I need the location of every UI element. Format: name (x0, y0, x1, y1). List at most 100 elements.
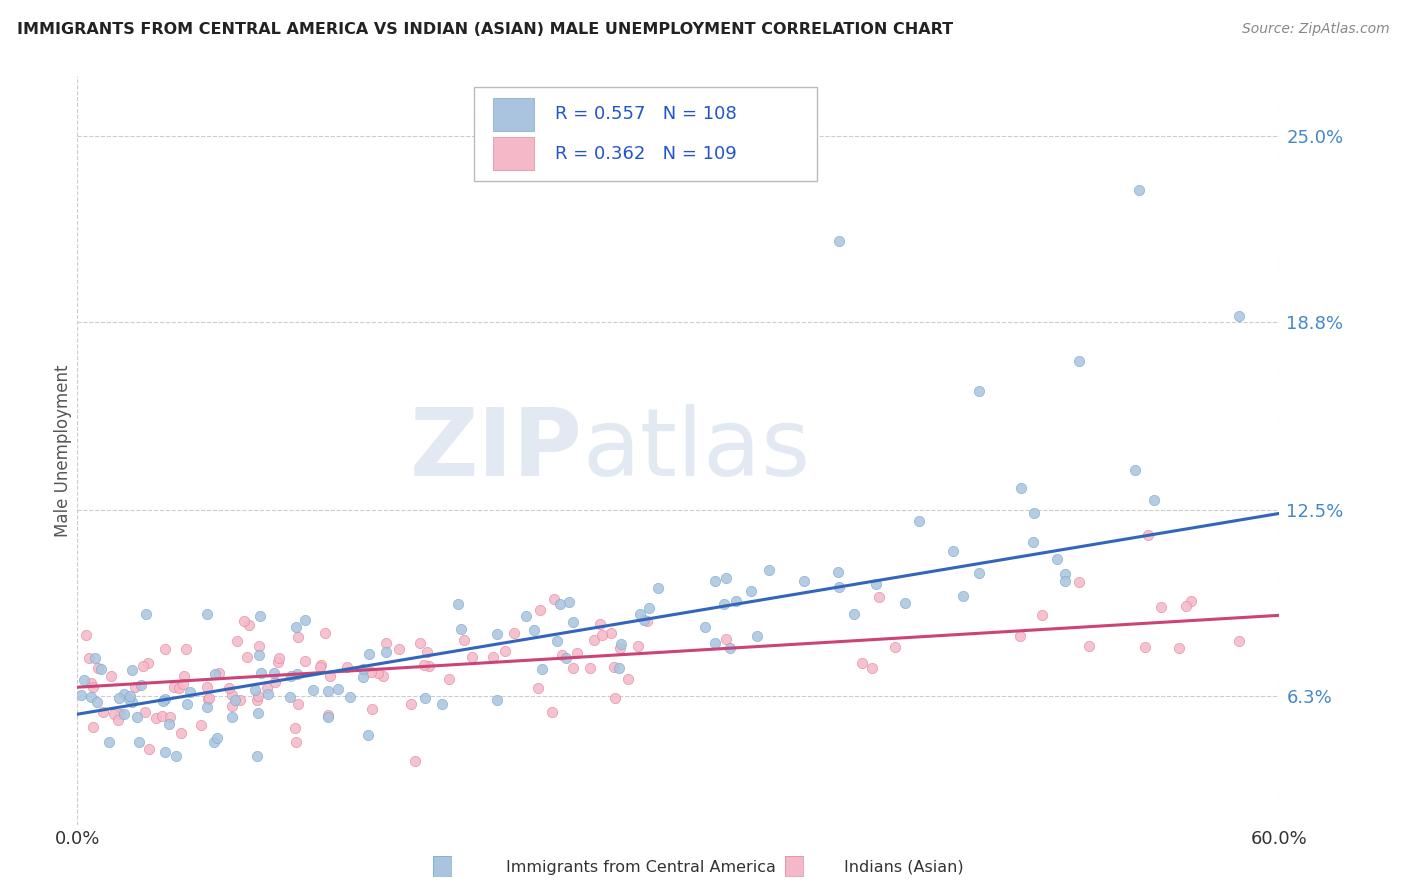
Point (1008, 630, 1031, 644)
Point (287, 631, 309, 645)
Point (485, 693, 508, 707)
Point (599, 625, 621, 640)
Point (205, 731, 228, 746)
Point (627, 639, 650, 653)
Point (412, 657, 434, 672)
Point (195, 699, 218, 714)
Point (316, 684, 339, 698)
Point (167, 681, 190, 695)
Point (249, 608, 271, 623)
Point (172, 677, 194, 691)
Point (1123, 463, 1146, 477)
Point (1180, 594, 1202, 608)
Point (233, 614, 256, 628)
Point (90, 662, 112, 676)
Point (263, 666, 285, 681)
Point (202, 735, 225, 749)
Point (107, 714, 129, 728)
Point (952, 589, 974, 603)
Point (75, 628, 97, 642)
Point (714, 571, 737, 585)
Point (548, 597, 571, 611)
Point (326, 682, 349, 697)
Point (170, 725, 193, 739)
Point (135, 607, 157, 622)
Point (352, 662, 374, 676)
Point (314, 626, 336, 640)
Point (409, 636, 432, 650)
Point (311, 657, 333, 672)
Point (603, 691, 626, 706)
Point (352, 670, 374, 684)
Point (589, 617, 612, 632)
Point (704, 574, 727, 588)
Point (371, 669, 394, 683)
Point (437, 673, 460, 687)
Point (447, 597, 470, 611)
Point (693, 620, 716, 634)
Point (481, 649, 503, 664)
Point (134, 705, 156, 719)
Point (747, 629, 769, 643)
Point (591, 628, 613, 642)
Point (610, 637, 633, 651)
Point (356, 728, 378, 742)
Point (309, 660, 332, 674)
Point (1128, 183, 1150, 197)
FancyBboxPatch shape (474, 87, 817, 181)
Point (250, 665, 273, 680)
Point (221, 710, 243, 724)
Point (285, 734, 308, 748)
Point (121, 695, 143, 709)
Point (416, 645, 439, 659)
Point (486, 627, 509, 641)
Point (967, 566, 990, 581)
Text: Source: ZipAtlas.com: Source: ZipAtlas.com (1241, 22, 1389, 37)
Point (357, 647, 380, 661)
Point (336, 660, 359, 674)
Point (828, 234, 851, 248)
Point (319, 669, 342, 683)
Point (583, 633, 606, 648)
Point (561, 661, 583, 675)
Point (112, 707, 135, 722)
Point (153, 745, 176, 759)
Text: R = 0.362   N = 109: R = 0.362 N = 109 (554, 145, 737, 162)
Point (725, 593, 748, 607)
Point (204, 667, 226, 681)
Point (1053, 574, 1076, 589)
Point (247, 648, 270, 663)
Point (103, 707, 125, 722)
Point (208, 665, 231, 680)
Point (515, 608, 537, 623)
Point (430, 697, 453, 711)
Point (246, 706, 269, 720)
Point (339, 690, 361, 704)
Point (1054, 566, 1077, 581)
Point (718, 640, 741, 655)
Point (269, 650, 291, 665)
Point (284, 620, 307, 634)
Point (1150, 599, 1173, 614)
Point (868, 590, 890, 604)
Point (236, 650, 259, 665)
Point (224, 692, 246, 706)
Point (967, 384, 990, 398)
Point (218, 681, 240, 695)
Point (388, 641, 411, 656)
Point (607, 661, 630, 675)
Point (628, 607, 651, 621)
Point (152, 694, 174, 708)
Point (1046, 552, 1069, 566)
Point (842, 607, 865, 621)
Point (247, 639, 270, 653)
Point (80, 690, 103, 705)
Point (413, 691, 436, 706)
Point (908, 514, 931, 528)
Point (1069, 353, 1091, 368)
Point (246, 690, 269, 704)
Point (546, 634, 568, 648)
Point (1022, 535, 1045, 549)
Point (159, 710, 181, 724)
Point (367, 665, 389, 680)
